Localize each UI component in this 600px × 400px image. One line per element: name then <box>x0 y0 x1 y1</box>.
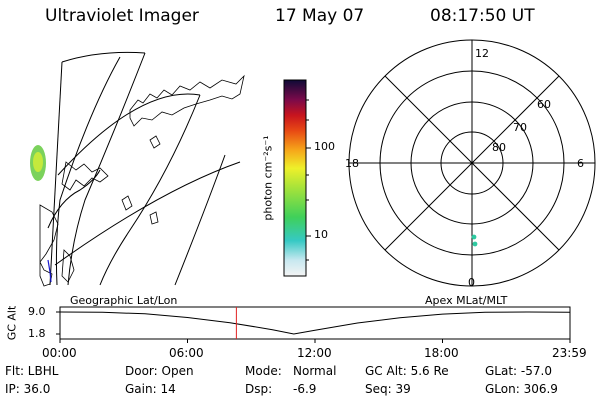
coastline-2 <box>61 161 109 191</box>
polar-plot <box>348 39 596 287</box>
map-meridian-4 <box>174 154 226 286</box>
altitude-curve <box>59 311 570 335</box>
mlt-label-12: 12 <box>475 47 489 60</box>
mlt-label-6: 6 <box>577 157 584 170</box>
timeline-axis-title: GC Alt <box>5 305 19 341</box>
timeline-xtick-1200: 12:00 <box>297 346 332 360</box>
colorbar-unit-label: photon cm⁻²s⁻¹ <box>261 135 275 221</box>
coastline-5 <box>121 195 133 211</box>
gc-alt-field: GC Alt: 5.6 Re <box>365 364 449 378</box>
geographic-map <box>39 51 245 287</box>
instrument-title: Ultraviolet Imager <box>45 6 199 26</box>
mlt-label-18: 18 <box>345 157 359 170</box>
dsp-label: Dsp: <box>245 382 273 396</box>
mlat-label-80: 80 <box>492 141 506 154</box>
map-meridian-1 <box>55 56 121 286</box>
colorbar <box>283 79 307 277</box>
timeline-ytick-9: 9.0 <box>28 305 46 318</box>
glat-field: GLat: -57.0 <box>485 364 552 378</box>
blue-ground-track <box>47 259 52 283</box>
mlat-label-70: 70 <box>513 121 527 134</box>
mlat-label-60: 60 <box>537 98 551 111</box>
map-outer-latitude-arc <box>61 51 146 63</box>
map-latitude-arc-1 <box>57 93 201 176</box>
timeline-ytick-marks <box>56 311 60 335</box>
date-label: 17 May 07 <box>275 6 365 26</box>
map-latitude-arc-2 <box>54 161 241 266</box>
timeline-xtick-1800: 18:00 <box>424 346 459 360</box>
map-latitude-arc-3 <box>47 169 101 229</box>
door-field: Door: Open <box>125 364 194 378</box>
colorbar-tick-10: 10 <box>314 228 328 241</box>
colorbar-tick-100: 100 <box>314 140 335 153</box>
dsp-value: -6.9 <box>293 382 317 396</box>
polar-diagonal-2 <box>384 75 560 251</box>
map-meridian-3 <box>99 94 201 286</box>
aurora-blob-core <box>33 152 43 172</box>
seq-field: Seq: 39 <box>365 382 411 396</box>
timeline-xtick-marks <box>59 339 571 343</box>
timeline-left-caption: Geographic Lat/Lon <box>70 294 178 307</box>
coastline-4 <box>149 135 161 149</box>
glon-field: GLon: 306.9 <box>485 382 558 396</box>
polar-emission-dot-2 <box>472 241 478 247</box>
coastline-7 <box>61 249 75 283</box>
colorbar-ticks <box>306 99 311 261</box>
filter-field: Flt: LBHL <box>5 364 59 378</box>
ip-field: IP: 36.0 <box>5 382 51 396</box>
mode-value: Normal <box>293 364 337 378</box>
mlt-label-0: 0 <box>468 276 475 289</box>
map-meridian-2 <box>67 52 146 286</box>
timeline-xtick-0000: 00:00 <box>42 346 77 360</box>
polar-emission-dot-1 <box>471 234 477 240</box>
timeline-right-caption: Apex MLat/MLT <box>425 294 508 307</box>
gain-field: Gain: 14 <box>125 382 176 396</box>
coastline-3 <box>39 204 59 287</box>
coastline-6 <box>149 211 159 225</box>
timeline-xtick-2359: 23:59 <box>552 346 587 360</box>
time-label: 08:17:50 UT <box>430 6 535 26</box>
coastline-1 <box>129 74 245 127</box>
mode-label: Mode: <box>245 364 282 378</box>
timeline-xtick-0600: 06:00 <box>169 346 204 360</box>
map-left-meridian <box>49 61 63 286</box>
timeline-ytick-1-8: 1.8 <box>28 327 46 340</box>
